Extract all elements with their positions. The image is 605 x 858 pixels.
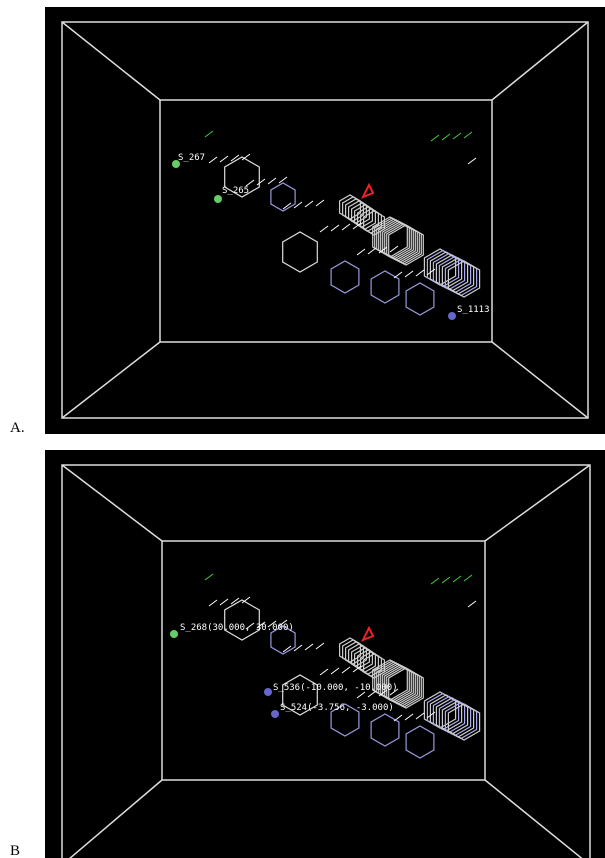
atom-label: S_524(-3.756, -3.000): [280, 703, 394, 713]
viewer-panel: S_268(30.000, 30.000) S_536(-10.000, -10…: [45, 450, 605, 858]
figure: A. B S_267 S_265 S_1113 S_268(30.000, 30…: [0, 0, 605, 858]
atom-label: S_268(30.000, 30.000): [180, 623, 294, 633]
atom-label: S_265: [222, 186, 249, 196]
atom-label: S_536(-10.000, -10.000): [273, 683, 398, 693]
atom-label: S_1113: [457, 305, 490, 315]
panel-label: B: [10, 843, 20, 858]
panel-label: A.: [10, 420, 25, 437]
atom-label: S_267: [178, 153, 205, 163]
viewer-panel: S_267 S_265 S_1113: [45, 7, 605, 434]
